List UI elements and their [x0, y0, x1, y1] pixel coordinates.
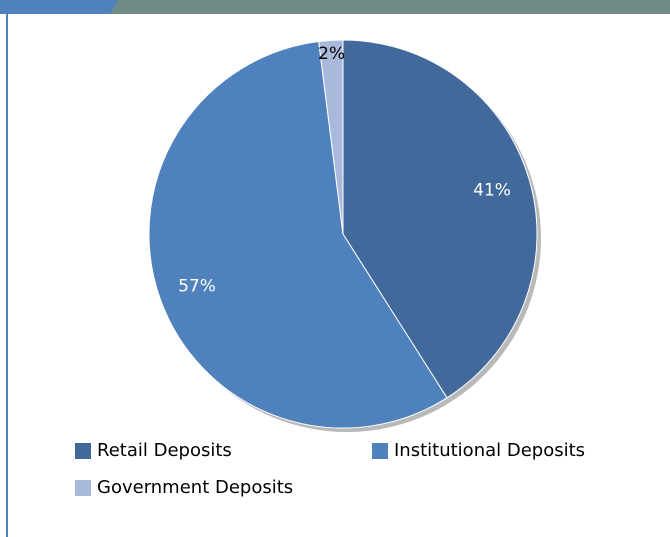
legend-label: Institutional Deposits — [394, 440, 585, 461]
legend-swatch — [75, 480, 91, 496]
data-label: 41% — [473, 181, 511, 201]
legend-label: Retail Deposits — [97, 440, 232, 461]
pie-slice — [148, 40, 448, 429]
pie-slice — [342, 39, 538, 399]
legend-swatch — [75, 443, 91, 459]
header-tab — [0, 0, 118, 14]
pie-slice — [318, 39, 344, 235]
legend-swatch — [372, 443, 388, 459]
header-bar — [0, 0, 670, 14]
left-border — [6, 14, 8, 537]
data-label: 57% — [178, 277, 216, 297]
legend-label: Government Deposits — [97, 477, 293, 498]
data-label: 2% — [318, 44, 345, 64]
